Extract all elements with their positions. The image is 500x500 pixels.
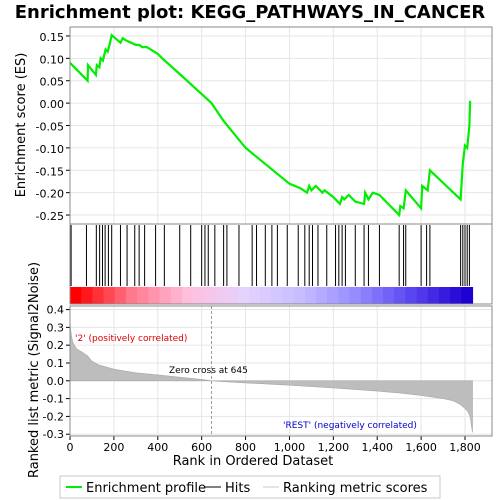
rank-color-segment [204,287,216,304]
rank-color-segment [193,287,205,304]
zero-cross-label: Zero cross at 645 [169,366,248,376]
chart-title: Enrichment plot: KEGG_PATHWAYS_IN_CANCER [15,2,486,23]
legend: Enrichment profile Hits Ranking metric s… [60,476,440,498]
rank-color-segment [70,287,82,304]
ranked-metric-panel: -0.3 -0.2 -0.1 0.0 0.1 0.2 0.3 0.4 0 200 400 600 800… [43,304,492,454]
rank-color-segment [227,287,239,304]
es-tick-label: -0.15 [36,165,64,178]
rank-color-segment [405,287,417,304]
metric-tick-label: 0.1 [47,357,65,370]
rank-color-segment [349,287,361,304]
es-tick-label: -0.05 [36,121,64,134]
rank-color-segment [294,287,306,304]
rank-tick-label: 1,800 [449,441,481,454]
rank-color-segment [92,287,104,304]
rank-tick-label: 600 [191,441,212,454]
es-axis-label: Enrichment score (ES) [14,53,29,198]
legend-ranking-metric: Ranking metric scores [283,481,428,496]
rank-tick-label: 1,200 [318,441,350,454]
rank-color-segment [238,287,250,304]
rank-color-segment [159,287,171,304]
metric-tick-label: 0.2 [47,339,65,352]
rank-color-segment [137,287,149,304]
es-tick-label: -0.10 [36,143,64,156]
rank-color-segment [316,287,328,304]
rank-color-segment [439,287,451,304]
rank-color-segment [126,287,138,304]
es-tick-label: 0.10 [40,53,65,66]
rank-color-segment [372,287,384,304]
rank-color-segment [249,287,261,304]
rank-color-segment [260,287,272,304]
rank-color-segment [182,287,194,304]
es-tick-label: 0.05 [40,76,65,89]
rank-color-segment [115,287,127,304]
rank-color-segment [148,287,160,304]
positive-correlation-label: '2' (positively correlated) [75,334,187,344]
rank-color-segment [282,287,294,304]
legend-enrichment-profile: Enrichment profile [86,481,206,496]
hits-area [70,224,492,287]
metric-tick-label: 0.4 [47,304,65,317]
metric-tick-label: -0.3 [43,428,64,441]
rank-tick-label: 0 [67,441,74,454]
es-tick-label: 0.15 [40,31,65,44]
rank-tick-label: 200 [103,441,124,454]
es-tick-label: -0.20 [36,188,64,201]
rank-color-segment [450,287,462,304]
rank-tick-label: 800 [235,441,256,454]
es-tick-label: 0.00 [40,98,65,111]
rank-tick-label: 1,000 [274,441,306,454]
legend-hits: Hits [225,481,250,496]
rank-color-segment [215,287,227,304]
rank-color-segment [417,287,429,304]
hits-panel [70,224,492,304]
rank-color-segment [327,287,339,304]
rank-color-segment [171,287,183,304]
metric-tick-label: -0.1 [43,393,64,406]
rank-tick-label: 400 [147,441,168,454]
rank-color-segment [305,287,317,304]
rank-color-segment [383,287,395,304]
rank-axis-label: Rank in Ordered Dataset [173,454,334,469]
rank-tick-label: 1,400 [361,441,393,454]
metric-tick-label: 0.3 [47,321,65,334]
rank-color-segment [428,287,440,304]
negative-correlation-label: 'REST' (negatively correlated) [283,421,417,431]
rank-color-segment [394,287,406,304]
metric-tick-label: 0.0 [47,375,65,388]
rank-color-segment [81,287,93,304]
rank-color-segment [271,287,283,304]
enrichment-panel: -0.25 -0.20 -0.15 -0.10 -0.05 0.00 0.05 0.10 0.1… [36,27,492,224]
metric-axis-label: Ranked list metric (Signal2Noise) [27,262,42,478]
rank-tick-label: 1,600 [405,441,437,454]
es-tick-label: -0.25 [36,210,64,223]
metric-tick-label: -0.2 [43,410,64,423]
rank-color-segment [461,287,473,304]
rank-color-segment [338,287,350,304]
rank-color-segment [361,287,373,304]
rank-color-segment [104,287,116,304]
